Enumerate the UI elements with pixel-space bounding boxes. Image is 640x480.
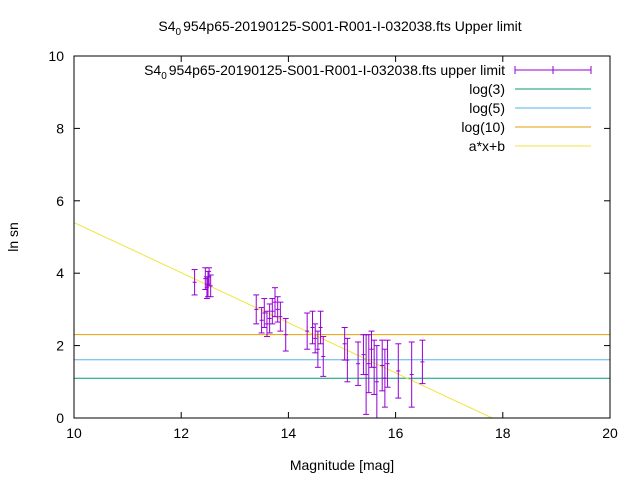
plot-border [73,55,611,419]
legend-label: S40 954p65-20190125-S001-R001-I-032038.ft… [144,62,505,82]
legend: S40 954p65-20190125-S001-R001-I-032038.ft… [144,62,592,154]
data-point [344,337,351,383]
data-point [320,336,327,377]
x-axis-label: Magnitude [mag] [290,457,394,473]
x-tick-label: 14 [281,425,297,441]
x-tick-label: 10 [66,425,82,441]
data-point [269,298,276,325]
data-point [373,345,380,418]
legend-item: S40 954p65-20190125-S001-R001-I-032038.ft… [144,62,592,82]
data-point [253,294,260,325]
x-tick-label: 16 [388,425,404,441]
title-subscript: 0 [176,27,182,38]
legend-item: log(10) [461,119,591,135]
data-point [304,312,311,350]
data-point [282,317,289,352]
data-point [395,343,402,399]
legend-item: log(3) [469,81,591,97]
data-point [341,327,348,361]
data-point [274,296,281,323]
data-point [272,287,278,318]
data-point [379,339,386,392]
y-tick-label: 8 [56,120,64,136]
data-point [365,334,372,394]
data-point [317,310,324,345]
y-tick-label: 0 [56,410,64,426]
data-point [419,339,426,385]
y-tick-label: 4 [56,265,64,281]
data-point [314,330,321,368]
data-point [368,330,375,368]
data-point [355,341,362,386]
data-point [258,307,265,334]
data-point [191,269,198,296]
y-axis-ticks: 0 2 4 6 8 10 [48,48,610,426]
legend-label: a*x+b [469,138,505,154]
y-tick-label: 6 [56,193,64,209]
data-point [360,334,367,376]
legend-label: log(10) [461,119,505,135]
y-axis-label: ln sn [5,222,21,252]
x-axis-ticks: 10 12 14 16 18 20 [66,56,618,441]
x-tick-label: 12 [173,425,189,441]
fit-line [74,222,493,418]
legend-label: log(3) [469,81,505,97]
x-tick-label: 18 [495,425,511,441]
x-tick-label: 20 [602,425,618,441]
data-point [266,303,273,334]
y-tick-label: 2 [56,338,64,354]
data-point [261,298,268,328]
data-point [277,301,284,332]
data-point [263,310,270,338]
data-point [312,323,319,354]
fit-line-group [74,222,493,418]
data-points [191,267,426,418]
data-point [408,341,415,408]
data-point [384,339,391,388]
data-point [207,274,214,298]
data-point [309,310,316,345]
chart-title: S40 954p65-20190125-S001-R001-I-032038.ft… [158,18,521,38]
legend-label: log(5) [469,100,505,116]
legend-item: log(5) [469,100,591,116]
reference-lines [74,334,610,379]
y-tick-label: 10 [48,48,64,64]
data-point [381,348,388,408]
legend-item: a*x+b [469,138,591,154]
data-point [371,339,378,395]
